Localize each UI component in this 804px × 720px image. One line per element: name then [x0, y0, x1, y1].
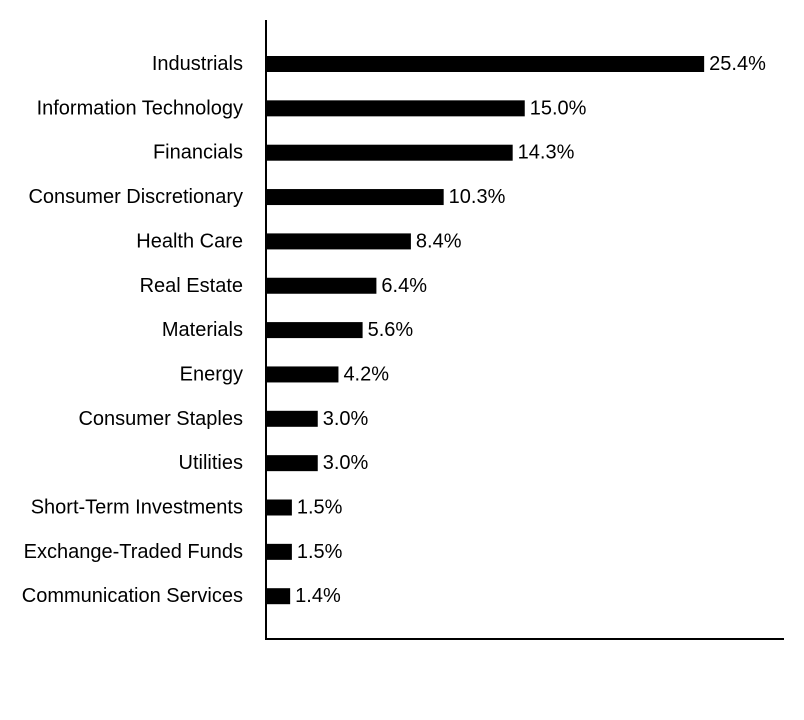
value-label-exchange-traded-funds: 1.5%: [297, 541, 343, 563]
category-label-real-estate: Real Estate: [140, 275, 243, 297]
category-label-industrials: Industrials: [152, 53, 243, 75]
category-label-information-technology: Information Technology: [37, 97, 243, 119]
bars-layer: [266, 56, 705, 605]
category-label-consumer-staples: Consumer Staples: [78, 408, 243, 430]
value-label-utilities: 3.0%: [323, 452, 369, 474]
value-label-information-technology: 15.0%: [530, 97, 587, 119]
bar-health-care: [266, 233, 411, 250]
bar-communication-services: [266, 588, 291, 605]
value-label-financials: 14.3%: [518, 142, 575, 164]
value-label-health-care: 8.4%: [416, 230, 462, 252]
bar-consumer-staples: [266, 410, 318, 427]
value-label-real-estate: 6.4%: [381, 275, 427, 297]
labels-layer: Industrials 25.4% Information Technology 15…: [22, 53, 766, 607]
value-label-consumer-staples: 3.0%: [323, 408, 369, 430]
value-label-materials: 5.6%: [368, 319, 414, 341]
value-label-communication-services: 1.4%: [295, 585, 341, 607]
value-label-energy: 4.2%: [343, 363, 389, 385]
bar-exchange-traded-funds: [266, 543, 292, 560]
bar-financials: [266, 144, 513, 161]
bar-short-term-investments: [266, 499, 292, 516]
bar-real-estate: [266, 277, 377, 294]
category-label-energy: Energy: [180, 363, 243, 385]
value-label-short-term-investments: 1.5%: [297, 497, 343, 519]
category-label-communication-services: Communication Services: [22, 585, 243, 607]
category-label-utilities: Utilities: [179, 452, 243, 474]
bar-materials: [266, 322, 363, 339]
category-label-exchange-traded-funds: Exchange-Traded Funds: [24, 541, 243, 563]
category-label-health-care: Health Care: [136, 230, 243, 252]
bar-consumer-discretionary: [266, 189, 444, 206]
bar-information-technology: [266, 100, 525, 117]
bar-industrials: [266, 56, 705, 72]
value-label-consumer-discretionary: 10.3%: [449, 186, 506, 208]
category-label-consumer-discretionary: Consumer Discretionary: [28, 186, 243, 208]
category-label-short-term-investments: Short-Term Investments: [31, 497, 243, 519]
category-label-financials: Financials: [153, 142, 243, 164]
bar-energy: [266, 366, 339, 383]
category-label-materials: Materials: [162, 319, 243, 341]
bar-utilities: [266, 455, 318, 472]
value-label-industrials: 25.4%: [709, 53, 766, 75]
